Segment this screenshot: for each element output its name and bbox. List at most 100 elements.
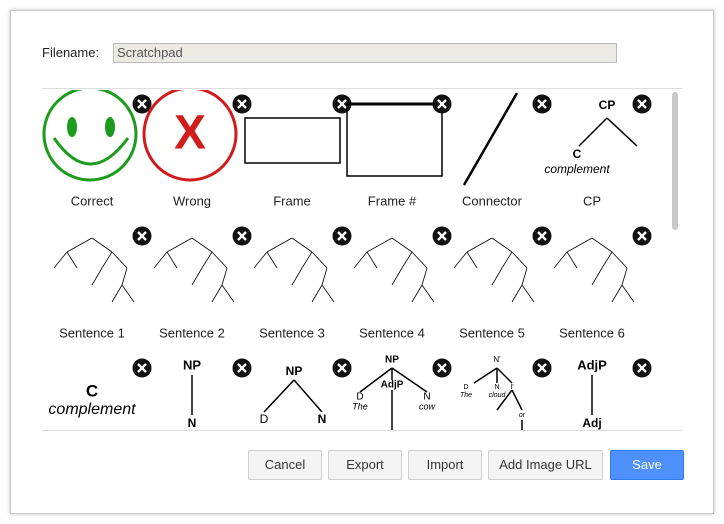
delete-button[interactable] (532, 358, 552, 378)
button[interactable]: Add Image URL (488, 450, 603, 480)
thumbnail-text: I' (510, 384, 513, 391)
tree-line (121, 267, 128, 286)
button[interactable]: Import (408, 450, 482, 480)
thumbnail-text: N' (493, 355, 501, 364)
item-label: Sentence 4 (359, 325, 425, 340)
delete-button[interactable] (532, 226, 552, 246)
delete-button[interactable] (132, 94, 152, 114)
tree-line (421, 284, 435, 303)
button[interactable]: Save (610, 450, 684, 480)
thumbnail-text: AdjP (577, 357, 607, 372)
delete-cross (137, 231, 147, 241)
frame (346, 103, 443, 177)
delete-button[interactable] (232, 94, 252, 114)
tree-line (621, 267, 628, 286)
tree-line (321, 284, 335, 303)
item-label: Sentence 1 (59, 325, 125, 340)
delete-button[interactable] (132, 358, 152, 378)
tree-line (91, 237, 113, 253)
delete-cross (137, 363, 147, 373)
tree-line (366, 237, 393, 253)
item-label: Sentence 2 (159, 325, 225, 340)
item-label: Correct (71, 193, 114, 208)
button[interactable]: Cancel (248, 450, 322, 480)
tree-line (501, 251, 513, 269)
tree-line (191, 237, 213, 253)
thumbnail-text: NP (183, 357, 201, 372)
item-label: Sentence 3 (259, 325, 325, 340)
tree-line (601, 251, 613, 269)
thumbnail-text: D (260, 412, 269, 426)
delete-button[interactable] (432, 94, 452, 114)
tree-line (401, 251, 413, 269)
tree-line (591, 237, 613, 253)
tree-line (121, 284, 135, 303)
delete-cross (437, 231, 447, 241)
filename-label: Filename: (42, 45, 100, 60)
tree-line (611, 284, 623, 303)
delete-cross (337, 363, 347, 373)
thumbnail-text: complement (544, 162, 610, 176)
tree-line (266, 237, 293, 253)
thumbnail-text: Adj (582, 416, 601, 430)
smiley-mouth (52, 137, 130, 166)
scrollbar[interactable] (672, 92, 678, 230)
tree-line (496, 367, 513, 384)
tree-line (191, 267, 203, 286)
delete-button[interactable] (332, 358, 352, 378)
thumbnail-text: N (423, 392, 430, 403)
delete-cross (437, 363, 447, 373)
thumbnail-text: N (188, 416, 197, 430)
tree-line (621, 284, 635, 303)
button[interactable]: Export (328, 450, 402, 480)
delete-button[interactable] (232, 358, 252, 378)
tree-line (566, 237, 593, 253)
thumbnail-text: The (460, 392, 472, 399)
item-label: Frame # (368, 193, 417, 208)
tree-line (521, 284, 535, 303)
delete-cross (237, 99, 247, 109)
delete-button[interactable] (632, 358, 652, 378)
delete-cross (637, 99, 647, 109)
tree-line (606, 117, 638, 147)
item-label: CP (583, 193, 601, 208)
tree-line (53, 251, 68, 269)
thumbnail-text: D (356, 392, 363, 403)
tree-line (266, 251, 278, 269)
delete-cross (337, 99, 347, 109)
delete-button[interactable] (132, 226, 152, 246)
delete-button[interactable] (632, 94, 652, 114)
delete-button[interactable] (432, 358, 452, 378)
item-label: Frame (273, 193, 311, 208)
delete-button[interactable] (532, 94, 552, 114)
tree-line (166, 237, 193, 253)
tree-line (391, 267, 403, 286)
thumbnail-text: N (494, 384, 499, 391)
thumbnail-text: The (352, 401, 368, 411)
smiley-eye (67, 117, 77, 137)
delete-cross (237, 231, 247, 241)
item-label: Wrong (173, 193, 211, 208)
delete-button[interactable] (432, 226, 452, 246)
thumbnail-text: C (573, 147, 582, 161)
tree-line (611, 251, 628, 269)
tree-line (311, 284, 323, 303)
delete-cross (537, 231, 547, 241)
separator (42, 430, 682, 431)
delete-cross (537, 99, 547, 109)
tree-line (293, 379, 323, 413)
tree-line (411, 284, 423, 303)
delete-cross (137, 99, 147, 109)
tree-line (462, 92, 519, 186)
tree-line (66, 237, 93, 253)
delete-button[interactable] (632, 226, 652, 246)
delete-button[interactable] (232, 226, 252, 246)
delete-button[interactable] (332, 226, 352, 246)
filename-input[interactable]: Scratchpad (113, 43, 617, 63)
tree-line (391, 367, 428, 393)
smiley-eye (105, 117, 115, 137)
tree-line (253, 251, 268, 269)
thumbnail-text: D (463, 384, 468, 391)
item-label: Connector (462, 193, 523, 208)
